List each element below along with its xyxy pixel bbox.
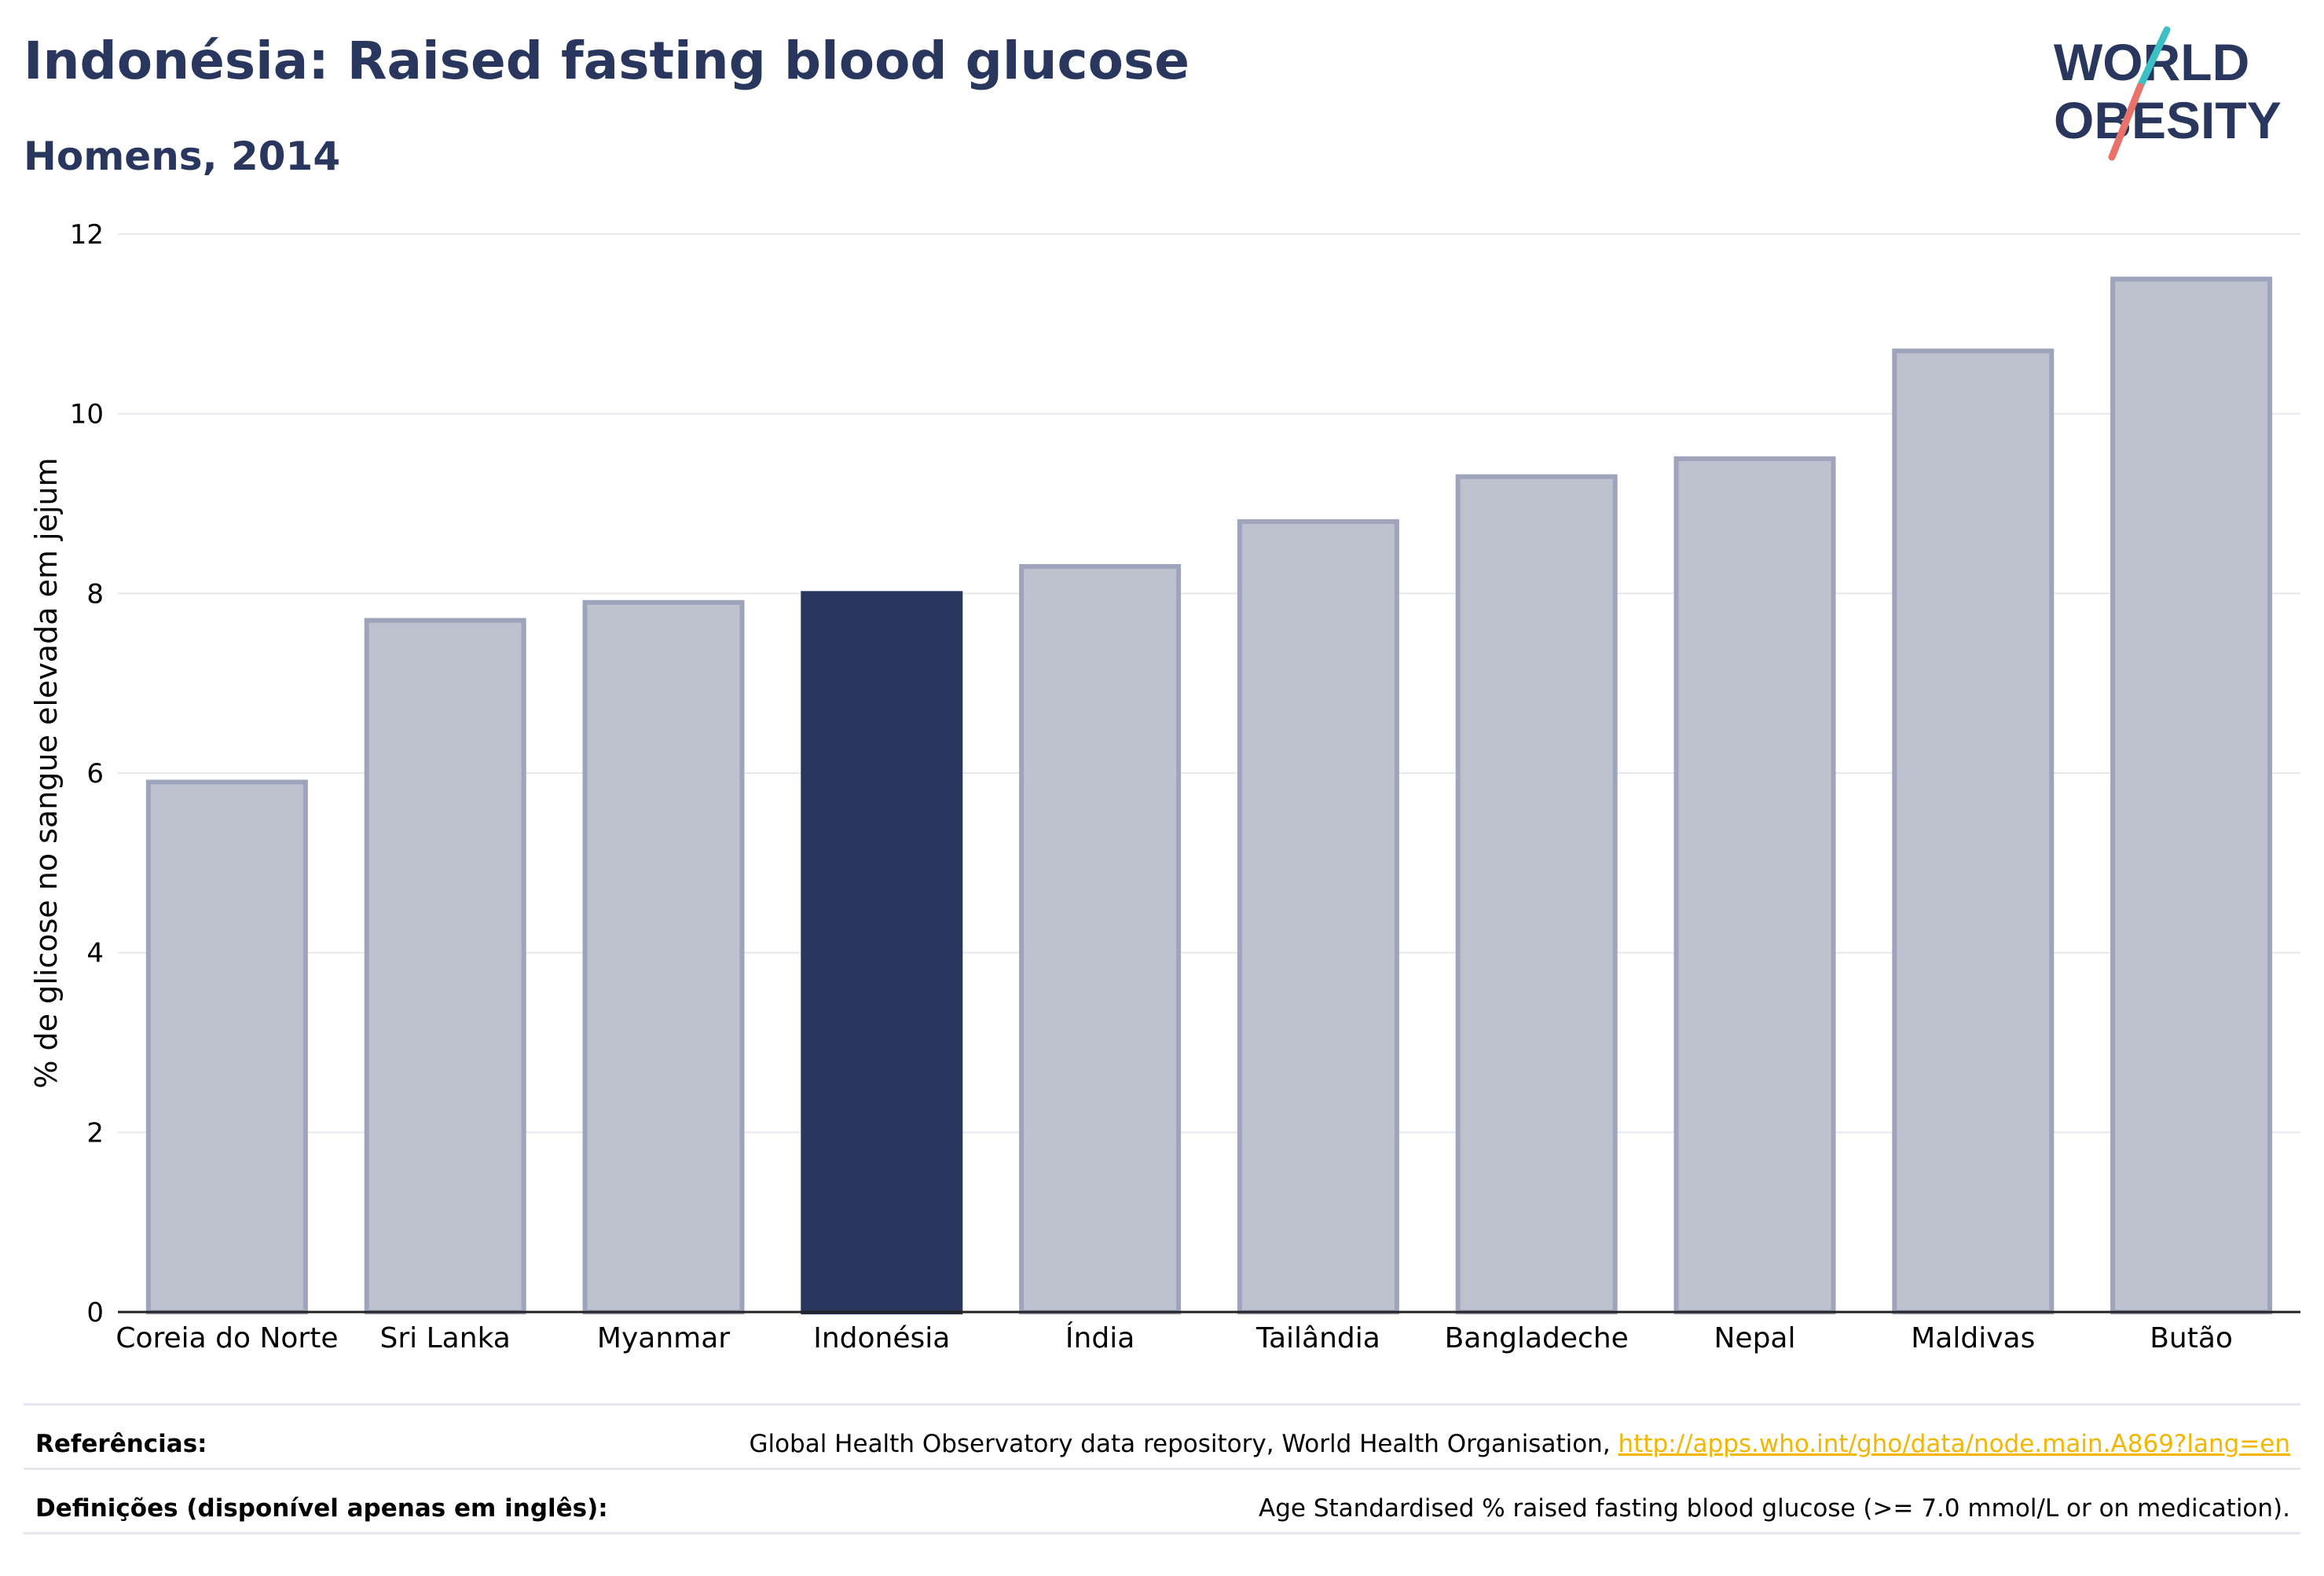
references-text: Global Health Observatory data repositor… — [749, 1430, 1618, 1458]
y-tick-label: 12 — [70, 219, 104, 251]
bar — [582, 599, 745, 1314]
references-row: Referências: Global Health Observatory d… — [35, 1420, 2290, 1468]
references-link[interactable]: http://apps.who.int/gho/data/node.main.A… — [1618, 1430, 2290, 1458]
bar — [145, 779, 308, 1314]
bar — [1892, 348, 2055, 1315]
y-tick-label: 6 — [86, 758, 104, 790]
x-tick-label: Bangladeche — [1445, 1322, 1629, 1354]
y-tick-label: 4 — [86, 938, 104, 969]
y-tick-label: 2 — [86, 1117, 104, 1149]
definitions-value: Age Standardised % raised fasting blood … — [1259, 1494, 2290, 1523]
x-tick-label: Butão — [2150, 1322, 2233, 1354]
references-label: Referências: — [35, 1430, 207, 1458]
logo-slash-teal — [2136, 26, 2171, 90]
bar — [1237, 519, 1399, 1314]
y-axis-title: % de glicose no sangue elevada em jejum — [29, 457, 64, 1088]
y-tick-label: 10 — [70, 399, 104, 431]
x-tick-label: Nepal — [1714, 1322, 1796, 1354]
logo-word-obesity: OBESITY — [2054, 91, 2282, 149]
x-tick-label: Coreia do Norte — [115, 1322, 338, 1354]
axis-labels: 0 2 4 6 8 10 12 Coreia do Norte Sri Lanka Myanmar… — [29, 219, 2233, 1354]
x-tick-label: Sri Lanka — [380, 1322, 511, 1354]
bars — [145, 277, 2273, 1315]
x-tick-label: Índia — [1065, 1321, 1135, 1354]
bar — [364, 618, 526, 1314]
y-tick-label: 8 — [86, 578, 104, 610]
footer-divider-top — [24, 1403, 2300, 1406]
bar — [1019, 564, 1182, 1314]
chart-title: Indonésia: Raised fasting blood glucose — [24, 31, 1190, 91]
y-tick-label: 0 — [86, 1297, 104, 1329]
x-tick-label: Myanmar — [597, 1322, 730, 1354]
bar — [2110, 277, 2273, 1315]
footer-divider-middle — [24, 1468, 2300, 1470]
x-tick-label: Indonésia — [813, 1322, 950, 1354]
x-tick-label: Maldivas — [1911, 1322, 2035, 1354]
bar — [1673, 456, 1836, 1314]
footer-divider-bottom — [24, 1532, 2300, 1534]
definitions-row: Definições (disponível apenas em inglês)… — [35, 1485, 2290, 1532]
bar-highlighted — [801, 591, 963, 1314]
bar-chart: 0 2 4 6 8 10 12 Coreia do Norte Sri Lanka Myanmar… — [29, 219, 2300, 1354]
references-value: Global Health Observatory data repositor… — [749, 1420, 2290, 1468]
world-obesity-logo: WORLD OBESITY — [2054, 26, 2282, 161]
bar — [1455, 474, 1618, 1315]
x-tick-label: Tailândia — [1255, 1322, 1380, 1354]
chart-subtitle: Homens, 2014 — [24, 134, 341, 179]
logo-slash-coral — [2108, 82, 2144, 161]
definitions-label: Definições (disponível apenas em inglês)… — [35, 1494, 608, 1523]
